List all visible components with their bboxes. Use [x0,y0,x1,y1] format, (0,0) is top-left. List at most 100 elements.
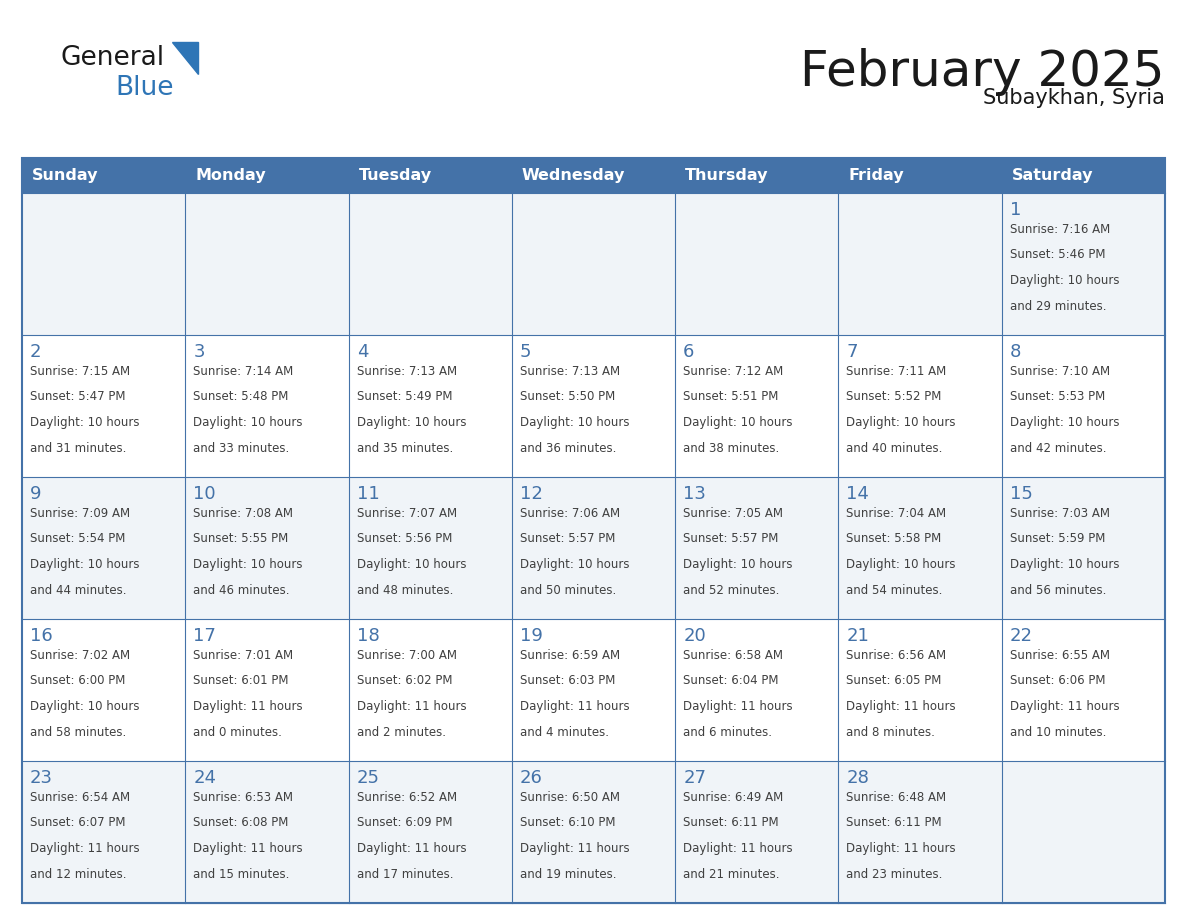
Text: Sunset: 6:01 PM: Sunset: 6:01 PM [194,675,289,688]
Text: Daylight: 10 hours: Daylight: 10 hours [846,416,956,429]
Text: and 40 minutes.: and 40 minutes. [846,442,943,454]
Text: Sunrise: 7:10 AM: Sunrise: 7:10 AM [1010,365,1110,378]
Text: 20: 20 [683,627,706,645]
Text: 11: 11 [356,485,379,503]
Text: Monday: Monday [195,168,266,183]
Bar [512,477,675,619]
Text: Daylight: 10 hours: Daylight: 10 hours [30,700,139,713]
Text: Blue: Blue [115,75,173,101]
Text: and 17 minutes.: and 17 minutes. [356,868,453,880]
Text: Sunrise: 6:48 AM: Sunrise: 6:48 AM [846,791,947,804]
Text: Sunset: 5:47 PM: Sunset: 5:47 PM [30,390,126,404]
Bar [839,193,1001,335]
Bar [348,477,512,619]
Text: and 42 minutes.: and 42 minutes. [1010,442,1106,454]
Text: and 35 minutes.: and 35 minutes. [356,442,453,454]
Text: Tuesday: Tuesday [359,168,431,183]
Text: Sunrise: 7:15 AM: Sunrise: 7:15 AM [30,365,131,378]
Text: 3: 3 [194,343,204,361]
Text: 26: 26 [520,769,543,787]
Text: and 0 minutes.: and 0 minutes. [194,725,283,738]
Text: Sunrise: 7:11 AM: Sunrise: 7:11 AM [846,365,947,378]
Text: Daylight: 11 hours: Daylight: 11 hours [356,700,466,713]
Text: Daylight: 11 hours: Daylight: 11 hours [846,700,956,713]
Bar [1001,477,1165,619]
Text: Daylight: 10 hours: Daylight: 10 hours [846,558,956,571]
Text: 9: 9 [30,485,42,503]
Text: Sunset: 6:11 PM: Sunset: 6:11 PM [683,816,779,830]
Text: Daylight: 11 hours: Daylight: 11 hours [30,842,140,855]
Text: 15: 15 [1010,485,1032,503]
Text: and 31 minutes.: and 31 minutes. [30,442,126,454]
Text: Daylight: 10 hours: Daylight: 10 hours [1010,274,1119,287]
Text: Sunrise: 7:02 AM: Sunrise: 7:02 AM [30,649,131,662]
Text: Daylight: 10 hours: Daylight: 10 hours [30,558,139,571]
Text: 27: 27 [683,769,706,787]
Bar [675,761,839,903]
Text: Sunset: 5:54 PM: Sunset: 5:54 PM [30,532,126,545]
Text: Daylight: 10 hours: Daylight: 10 hours [683,558,792,571]
Text: 2: 2 [30,343,42,361]
Bar [348,335,512,477]
Text: Sunrise: 6:50 AM: Sunrise: 6:50 AM [520,791,620,804]
Text: 25: 25 [356,769,380,787]
Text: Daylight: 10 hours: Daylight: 10 hours [356,416,466,429]
Text: Sunset: 6:09 PM: Sunset: 6:09 PM [356,816,453,830]
Text: and 50 minutes.: and 50 minutes. [520,584,617,597]
Text: and 46 minutes.: and 46 minutes. [194,584,290,597]
Text: Sunday: Sunday [32,168,99,183]
Text: 18: 18 [356,627,379,645]
Text: Daylight: 10 hours: Daylight: 10 hours [1010,558,1119,571]
Text: Daylight: 11 hours: Daylight: 11 hours [520,842,630,855]
Text: Wednesday: Wednesday [522,168,625,183]
Text: 4: 4 [356,343,368,361]
Polygon shape [172,42,198,74]
Text: Sunrise: 7:03 AM: Sunrise: 7:03 AM [1010,507,1110,520]
Bar [348,761,512,903]
Bar [839,335,1001,477]
Text: 16: 16 [30,627,52,645]
Text: Sunset: 6:07 PM: Sunset: 6:07 PM [30,816,126,830]
Bar [348,619,512,761]
Text: and 29 minutes.: and 29 minutes. [1010,299,1106,312]
Text: 28: 28 [846,769,870,787]
Text: Sunset: 5:57 PM: Sunset: 5:57 PM [683,532,778,545]
Bar [23,761,185,903]
Bar [185,335,348,477]
Bar [23,193,185,335]
Text: Sunrise: 6:56 AM: Sunrise: 6:56 AM [846,649,947,662]
Text: and 44 minutes.: and 44 minutes. [30,584,126,597]
Bar [675,335,839,477]
Text: Sunset: 6:06 PM: Sunset: 6:06 PM [1010,675,1105,688]
Text: Thursday: Thursday [685,168,769,183]
Text: Sunset: 6:10 PM: Sunset: 6:10 PM [520,816,615,830]
Text: Sunrise: 6:59 AM: Sunrise: 6:59 AM [520,649,620,662]
Text: and 21 minutes.: and 21 minutes. [683,868,779,880]
Text: and 54 minutes.: and 54 minutes. [846,584,943,597]
Text: Sunset: 6:11 PM: Sunset: 6:11 PM [846,816,942,830]
Text: Daylight: 10 hours: Daylight: 10 hours [520,558,630,571]
Text: and 10 minutes.: and 10 minutes. [1010,725,1106,738]
Bar [1001,619,1165,761]
Text: and 38 minutes.: and 38 minutes. [683,442,779,454]
Text: Sunrise: 7:12 AM: Sunrise: 7:12 AM [683,365,783,378]
Text: Daylight: 11 hours: Daylight: 11 hours [683,842,792,855]
Text: Daylight: 10 hours: Daylight: 10 hours [194,558,303,571]
Text: and 23 minutes.: and 23 minutes. [846,868,943,880]
Text: Saturday: Saturday [1012,168,1093,183]
Text: Daylight: 10 hours: Daylight: 10 hours [356,558,466,571]
Text: 21: 21 [846,627,870,645]
Text: and 8 minutes.: and 8 minutes. [846,725,935,738]
Text: Sunset: 5:57 PM: Sunset: 5:57 PM [520,532,615,545]
Bar [1001,761,1165,903]
Bar [675,619,839,761]
Text: Sunset: 6:04 PM: Sunset: 6:04 PM [683,675,778,688]
Bar [839,761,1001,903]
Text: Sunset: 5:51 PM: Sunset: 5:51 PM [683,390,778,404]
Bar [1001,335,1165,477]
Bar [23,158,1165,903]
Text: Daylight: 11 hours: Daylight: 11 hours [356,842,466,855]
Text: Sunset: 5:48 PM: Sunset: 5:48 PM [194,390,289,404]
Text: Sunrise: 7:00 AM: Sunrise: 7:00 AM [356,649,456,662]
Text: Daylight: 11 hours: Daylight: 11 hours [520,700,630,713]
